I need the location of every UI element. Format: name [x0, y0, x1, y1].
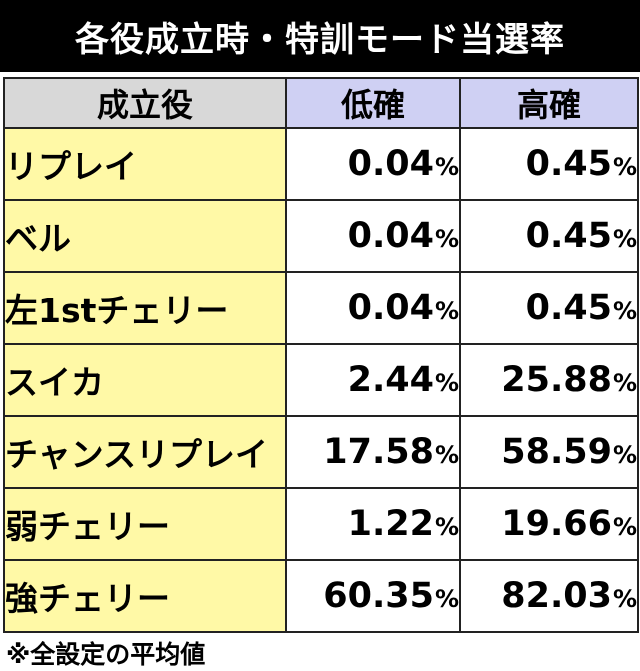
- low-rate-cell: 0.04%: [285, 271, 461, 345]
- high-rate-cell: 82.03%: [459, 559, 639, 633]
- high-rate-cell: 0.45%: [459, 271, 639, 345]
- high-rate-value: 0.45: [525, 216, 612, 256]
- percent-unit: %: [434, 441, 459, 469]
- percent-unit: %: [612, 585, 637, 613]
- percent-unit: %: [434, 225, 459, 253]
- percent-unit: %: [612, 297, 637, 325]
- table-row: 強チェリー 60.35% 82.03%: [3, 559, 639, 633]
- footnote: ※全設定の平均値: [6, 640, 206, 669]
- high-rate-cell: 0.45%: [459, 199, 639, 273]
- percent-unit: %: [612, 369, 637, 397]
- high-rate-value: 25.88: [501, 360, 612, 400]
- low-rate-value: 1.22: [347, 504, 434, 544]
- low-rate-value: 0.04: [347, 288, 434, 328]
- high-rate-cell: 25.88%: [459, 343, 639, 417]
- low-rate-value: 0.04: [347, 216, 434, 256]
- percent-unit: %: [612, 513, 637, 541]
- header-role: 成立役: [3, 77, 287, 129]
- role-cell: 強チェリー: [3, 559, 287, 633]
- role-cell: チャンスリプレイ: [3, 415, 287, 489]
- page-title: 各役成立時・特訓モード当選率: [0, 0, 640, 72]
- table-header-row: 成立役 低確 高確: [3, 77, 639, 129]
- low-rate-value: 60.35: [323, 576, 434, 616]
- table-row: 左1stチェリー 0.04% 0.45%: [3, 271, 639, 345]
- role-cell: スイカ: [3, 343, 287, 417]
- percent-unit: %: [434, 585, 459, 613]
- role-cell: 左1stチェリー: [3, 271, 287, 345]
- percent-unit: %: [612, 441, 637, 469]
- table-row: スイカ 2.44% 25.88%: [3, 343, 639, 417]
- high-rate-value: 82.03: [501, 576, 612, 616]
- header-low-probability: 低確: [285, 77, 461, 129]
- low-rate-value: 0.04: [347, 144, 434, 184]
- percent-unit: %: [434, 369, 459, 397]
- rate-table: 成立役 低確 高確 リプレイ 0.04% 0.45% ベル 0.04% 0.45% 左1st…: [3, 77, 639, 633]
- high-rate-value: 0.45: [525, 144, 612, 184]
- table-row: 弱チェリー 1.22% 19.66%: [3, 487, 639, 561]
- high-rate-cell: 58.59%: [459, 415, 639, 489]
- percent-unit: %: [612, 153, 637, 181]
- low-rate-cell: 1.22%: [285, 487, 461, 561]
- high-rate-cell: 0.45%: [459, 127, 639, 201]
- table-row: ベル 0.04% 0.45%: [3, 199, 639, 273]
- high-rate-cell: 19.66%: [459, 487, 639, 561]
- high-rate-value: 0.45: [525, 288, 612, 328]
- low-rate-value: 2.44: [347, 360, 434, 400]
- role-cell: 弱チェリー: [3, 487, 287, 561]
- percent-unit: %: [434, 297, 459, 325]
- percent-unit: %: [434, 153, 459, 181]
- header-high-probability: 高確: [459, 77, 639, 129]
- high-rate-value: 19.66: [501, 504, 612, 544]
- percent-unit: %: [612, 225, 637, 253]
- role-cell: ベル: [3, 199, 287, 273]
- low-rate-cell: 0.04%: [285, 127, 461, 201]
- low-rate-cell: 60.35%: [285, 559, 461, 633]
- low-rate-cell: 0.04%: [285, 199, 461, 273]
- percent-unit: %: [434, 513, 459, 541]
- table-row: チャンスリプレイ 17.58% 58.59%: [3, 415, 639, 489]
- low-rate-cell: 17.58%: [285, 415, 461, 489]
- table-row: リプレイ 0.04% 0.45%: [3, 127, 639, 201]
- table-body: リプレイ 0.04% 0.45% ベル 0.04% 0.45% 左1stチェリー 0.04% 0…: [3, 127, 639, 633]
- role-cell: リプレイ: [3, 127, 287, 201]
- high-rate-value: 58.59: [501, 432, 612, 472]
- low-rate-cell: 2.44%: [285, 343, 461, 417]
- low-rate-value: 17.58: [323, 432, 434, 472]
